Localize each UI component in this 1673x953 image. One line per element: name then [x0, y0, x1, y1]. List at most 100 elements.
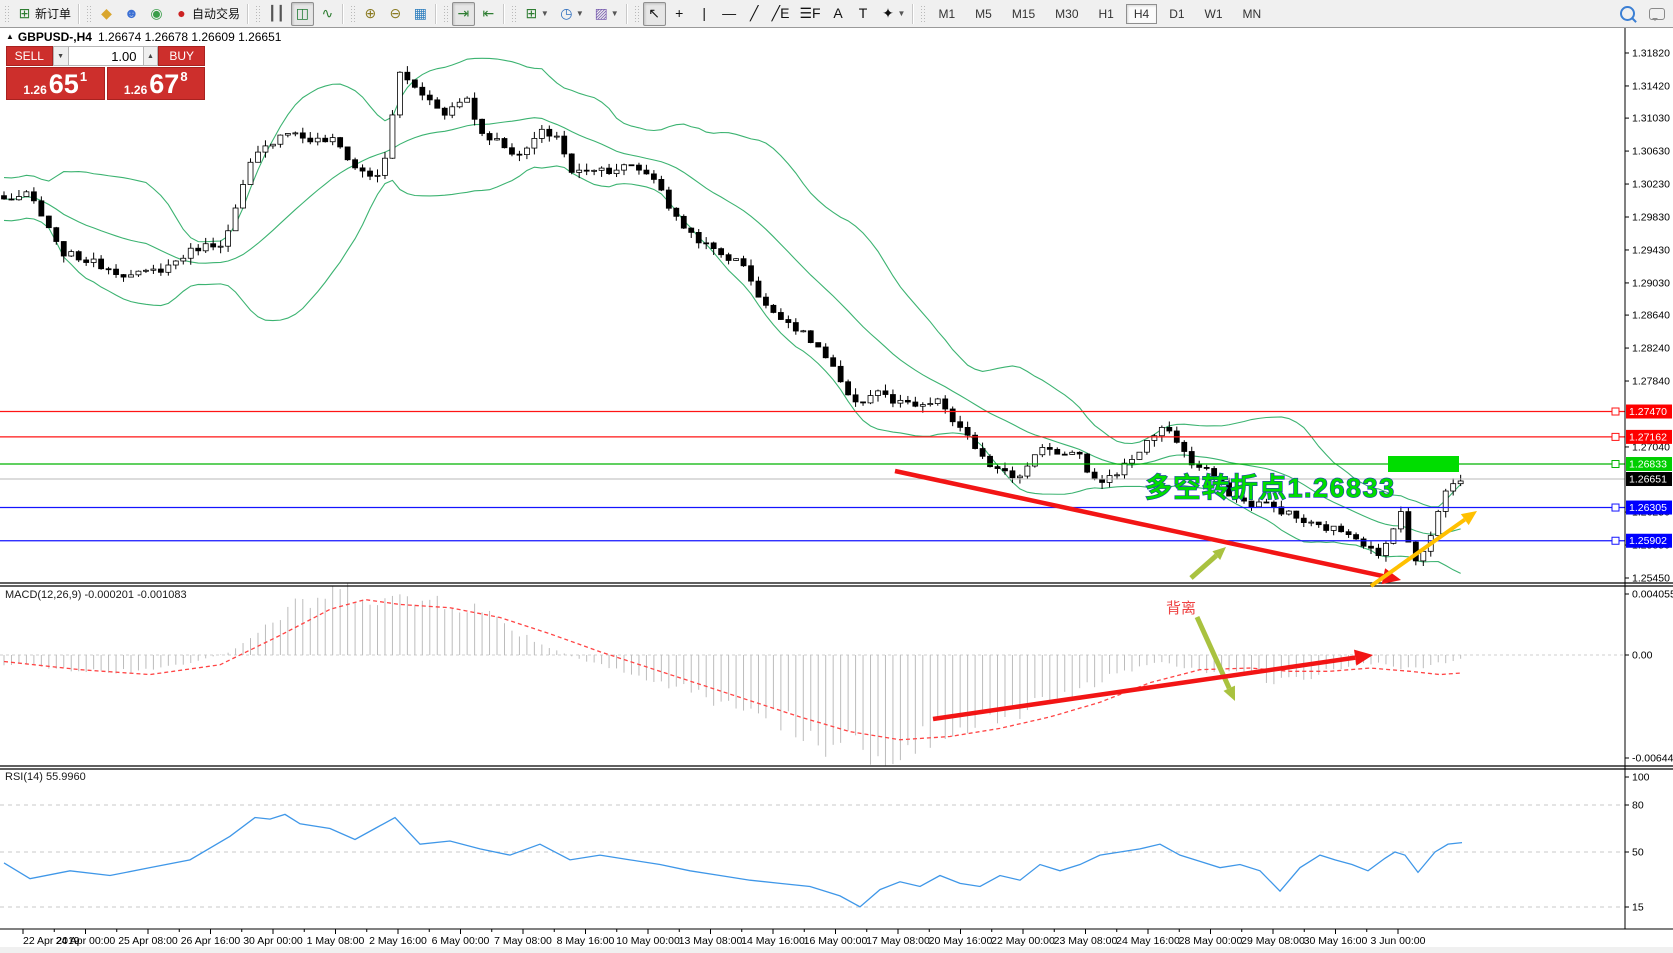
- trendline-button[interactable]: ╱: [743, 2, 766, 26]
- axes[interactable]: 1.31820 1.31420 1.31030 1.30630 1.30230 1.298…: [0, 28, 1673, 953]
- candlestick-button-icon: ◫: [295, 5, 309, 21]
- vertical-line-button[interactable]: |: [693, 2, 716, 26]
- support-line-1[interactable]: [0, 503, 1625, 512]
- channel-button[interactable]: ╱E: [768, 2, 794, 26]
- svg-text:1.27040: 1.27040: [1632, 441, 1670, 453]
- resistance-line-2[interactable]: [0, 432, 1625, 441]
- volume-increase-button[interactable]: ▲: [142, 46, 159, 66]
- channel-button-icon: ╱E: [771, 5, 790, 21]
- zoom-in-button[interactable]: ⊕: [359, 2, 382, 26]
- auto-scroll-button-icon: ⇥: [457, 5, 470, 21]
- sell-price-button[interactable]: 1.26 65 1: [6, 67, 105, 100]
- macd-indicator-label: MACD(12,26,9) -0.000201 -0.001083: [5, 589, 187, 601]
- new-chart-button[interactable]: ⊞ ▼: [520, 2, 553, 26]
- crosshair-button[interactable]: +: [668, 2, 691, 26]
- macd-panel[interactable]: [0, 582, 1625, 766]
- date-label: 13 May 08:00: [679, 935, 743, 947]
- timeframe-m15[interactable]: M15: [1011, 6, 1036, 21]
- volume-decrease-button[interactable]: ▼: [52, 46, 69, 66]
- search-icon[interactable]: [1620, 6, 1635, 21]
- templates-button-dropdown-icon[interactable]: ▼: [610, 9, 619, 18]
- timeframe-h4[interactable]: H4: [1125, 3, 1158, 24]
- timeframe-w1[interactable]: W1: [1204, 6, 1223, 21]
- timeframe-m30[interactable]: M30: [1055, 6, 1079, 21]
- signals-icon[interactable]: ◉: [145, 2, 168, 26]
- auto-scroll-button[interactable]: ⇥: [451, 1, 475, 26]
- zoom-out-button[interactable]: ⊖: [384, 2, 407, 26]
- market-watch-icon[interactable]: ◆: [95, 2, 118, 26]
- buy-price-big: 67: [149, 69, 180, 99]
- svg-text:1.28240: 1.28240: [1632, 343, 1670, 355]
- candles[interactable]: [1, 66, 1464, 567]
- date-label: 23 May 08:00: [1054, 935, 1118, 947]
- support-line-2[interactable]: [0, 536, 1625, 545]
- toolbar-separator: [247, 3, 250, 24]
- pivot-line[interactable]: [0, 460, 1625, 469]
- horizontal-price-lines[interactable]: [0, 407, 1625, 545]
- resistance-line-1[interactable]: [0, 407, 1625, 416]
- price-pullback-arrow[interactable]: [1189, 547, 1226, 580]
- periods-button-dropdown-icon[interactable]: ▼: [575, 9, 584, 18]
- bollinger-bands: [3, 57, 1462, 574]
- arrows-button-dropdown-icon[interactable]: ▼: [897, 9, 906, 18]
- svg-text:1.25450: 1.25450: [1632, 573, 1670, 585]
- line-chart-button[interactable]: ∿: [316, 2, 339, 26]
- sell-button[interactable]: SELL: [6, 46, 53, 66]
- new-order-button[interactable]: ⊞ 新订单: [13, 2, 75, 26]
- templates-button[interactable]: ▨ ▼: [590, 2, 623, 26]
- macd-uptrend-arrow[interactable]: [932, 649, 1373, 722]
- text-button[interactable]: A: [827, 2, 850, 26]
- divergence-annotation-text[interactable]: 背离: [1166, 600, 1196, 617]
- toolbar-separator: [912, 3, 915, 24]
- svg-text:1.31820: 1.31820: [1632, 47, 1670, 59]
- price-downtrend-arrow[interactable]: [894, 468, 1401, 585]
- date-label: 22 Apr 2019: [23, 935, 80, 947]
- one-click-trading-panel: SELL ▼ ▲ BUY 1.26 65 1 1.26 67 8: [6, 46, 205, 100]
- fibonacci-button[interactable]: ☰F: [795, 2, 824, 26]
- arrows-button-icon: ✦: [882, 5, 894, 21]
- volume-input[interactable]: [68, 46, 143, 66]
- collapse-panel-icon[interactable]: ▲: [6, 32, 14, 41]
- tile-windows-button[interactable]: ▦: [409, 2, 432, 26]
- date-label: 30 May 16:00: [1304, 935, 1368, 947]
- new-chart-button-dropdown-icon[interactable]: ▼: [540, 9, 549, 18]
- buy-price-pip: 8: [180, 69, 188, 84]
- rsi-panel[interactable]: [0, 804, 1625, 908]
- chart-shift-button[interactable]: ⇤: [477, 2, 500, 26]
- timeframe-m5[interactable]: M5: [975, 6, 992, 21]
- price-bounce-arrow[interactable]: [1369, 511, 1477, 588]
- chat-icon[interactable]: [1649, 7, 1665, 21]
- toolbar-grip: [4, 4, 9, 23]
- annotations[interactable]: 多空转折点1.26833 背离: [894, 456, 1477, 722]
- timeframe-m1[interactable]: M1: [938, 6, 956, 21]
- date-label: 26 Apr 16:00: [181, 935, 241, 947]
- date-label: 2 May 16:00: [369, 935, 427, 947]
- candlestick-button[interactable]: ◫: [290, 1, 314, 26]
- buy-price-button[interactable]: 1.26 67 8: [106, 67, 205, 100]
- horizontal-line-button[interactable]: —: [718, 2, 741, 26]
- arrows-button[interactable]: ✦ ▼: [877, 2, 910, 26]
- buy-button[interactable]: BUY: [158, 46, 205, 66]
- svg-text:80: 80: [1632, 800, 1644, 812]
- date-label: 22 May 00:00: [991, 935, 1055, 947]
- date-label: 16 May 00:00: [804, 935, 868, 947]
- timeframe-d1[interactable]: D1: [1169, 6, 1185, 21]
- community-icon[interactable]: ☻: [120, 2, 143, 26]
- auto-trading-button[interactable]: ● 自动交易: [170, 2, 244, 26]
- toolbar-grip: [442, 4, 448, 23]
- bar-chart-button[interactable]: ┃┃: [264, 2, 289, 26]
- toolbar-grip: [255, 4, 261, 23]
- timeframe-h1[interactable]: H1: [1098, 6, 1114, 21]
- timeframe-mn[interactable]: MN: [1242, 6, 1262, 21]
- signals-icon-icon: ◉: [150, 5, 163, 21]
- label-button[interactable]: T: [852, 2, 875, 26]
- pivot-annotation-text[interactable]: 多空转折点1.26833: [1144, 471, 1396, 503]
- date-label: 17 May 08:00: [866, 935, 930, 947]
- highlight-box[interactable]: [1388, 456, 1459, 472]
- svg-text:1.28640: 1.28640: [1632, 310, 1670, 322]
- periods-button[interactable]: ◷ ▼: [555, 2, 588, 26]
- cursor-button[interactable]: ↖: [642, 1, 666, 26]
- sell-price-prefix: 1.26: [23, 83, 47, 97]
